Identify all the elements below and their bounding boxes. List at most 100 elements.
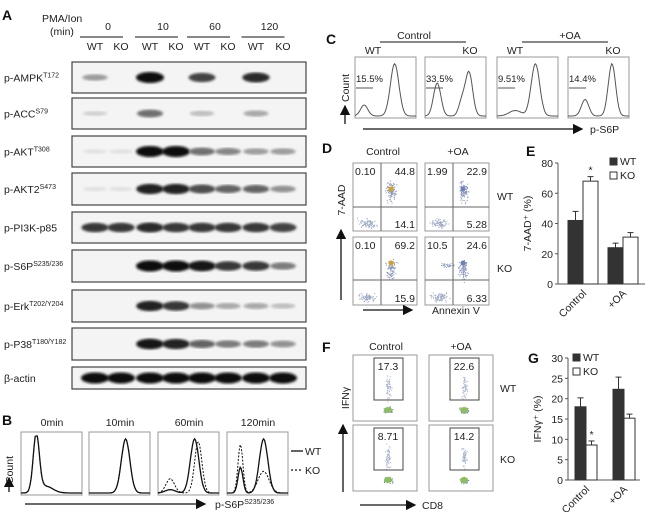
blot-band [214, 372, 242, 384]
event-dot [440, 295, 442, 296]
event-dot [385, 264, 387, 266]
event-dot [376, 225, 378, 227]
event-dot [386, 385, 388, 387]
event-dot [389, 386, 391, 388]
event-dot [446, 223, 448, 225]
event-dot [367, 225, 369, 227]
event-dot [392, 270, 394, 272]
histograms-b: 0min 10min 60min 120min [20, 417, 289, 496]
event-dot [387, 185, 389, 187]
event-dot [436, 221, 438, 223]
quadrant-ul: 0.10 [355, 166, 376, 178]
blot-row-label: p-AMPKT172 [4, 73, 59, 85]
event-dot [463, 268, 465, 270]
event-dot [436, 298, 438, 300]
event-dot [460, 272, 462, 274]
blot-band [270, 303, 296, 309]
event-dot [386, 462, 388, 464]
event-dot [391, 186, 393, 187]
event-dot [394, 264, 395, 266]
event-dot [361, 296, 363, 298]
event-dot [463, 461, 465, 462]
event-dot [450, 263, 452, 265]
legend-swatch-ko [572, 367, 581, 376]
event-dot [467, 197, 469, 199]
event-dot [443, 295, 445, 297]
histogram-120min: 120min [226, 417, 289, 496]
event-dot [389, 447, 391, 449]
event-dot [390, 273, 392, 275]
event-dot [385, 380, 387, 382]
event-dot [463, 272, 465, 274]
event-dot [465, 449, 467, 451]
event-dot [463, 191, 465, 193]
d-col-control: Control [366, 146, 400, 158]
event-dot [464, 453, 466, 455]
event-dot [464, 385, 466, 387]
event-dot [387, 383, 389, 385]
event-dot [388, 459, 390, 461]
event-dot [385, 262, 387, 264]
event-dot [390, 269, 392, 271]
y-tick-label: 15 [551, 414, 563, 426]
event-dot [393, 274, 395, 276]
event-dot [376, 296, 378, 298]
blot-band [82, 74, 108, 81]
event-dot [437, 295, 439, 297]
event-dot [464, 269, 466, 270]
event-dot [366, 292, 368, 294]
event-dot [462, 266, 464, 268]
event-dot [389, 266, 391, 268]
event-dot [463, 192, 465, 194]
event-dot [444, 296, 446, 298]
event-dot [366, 297, 368, 299]
blot-band [270, 262, 296, 270]
event-dot [366, 222, 368, 224]
event-dot [441, 226, 443, 228]
event-dot [444, 265, 446, 267]
event-dot [368, 294, 370, 296]
event-dot [360, 292, 362, 294]
event-dot [388, 446, 390, 448]
genotype-label: WT [142, 41, 159, 53]
flow-plot-f: 17.3 [352, 354, 418, 422]
event-dot [391, 411, 393, 413]
event-dot [462, 195, 464, 197]
y-axis-label: IFNγ⁺ (%) [532, 396, 544, 443]
event-dot [366, 218, 368, 220]
event-dot [465, 462, 466, 464]
event-dot [467, 196, 469, 198]
event-dot [390, 275, 392, 277]
event-dot [444, 263, 446, 265]
event-dot [389, 458, 390, 460]
blot-p-akt [71, 135, 307, 168]
histogram-c: KO 14.4% [567, 45, 630, 119]
event-dot [462, 184, 464, 186]
event-dot [438, 300, 440, 302]
event-dot [440, 224, 442, 226]
event-dot [374, 220, 376, 222]
event-dot [463, 193, 465, 194]
event-dot [386, 457, 388, 459]
event-dot [463, 448, 465, 450]
event-dot [389, 376, 391, 378]
event-dot [446, 296, 448, 297]
event-dot [463, 269, 464, 271]
event-dot [358, 295, 360, 297]
event-dot [462, 276, 464, 278]
blot-p-akt2 [71, 172, 307, 206]
event-dot [438, 219, 440, 221]
event-dot [439, 222, 441, 224]
event-dot [462, 180, 464, 182]
event-dot [464, 384, 466, 386]
event-dot [441, 296, 443, 298]
blot-p-s6p [71, 249, 307, 283]
event-dot [461, 412, 463, 414]
event-dot [362, 225, 363, 226]
event-dot [460, 481, 462, 483]
genotype-label: KO [220, 41, 235, 53]
unit-label: (min) [50, 26, 74, 38]
event-dot [467, 187, 468, 188]
event-dot [461, 194, 462, 196]
event-dot [463, 273, 465, 275]
